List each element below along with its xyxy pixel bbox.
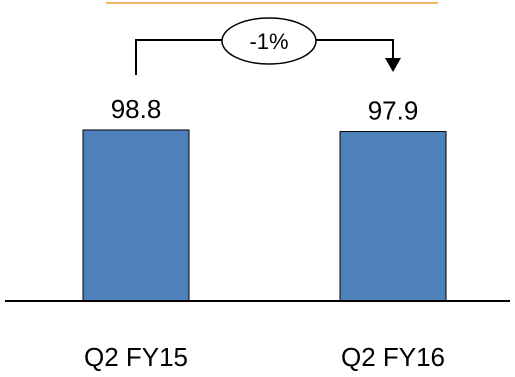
bar-value-label: 98.8 [111, 94, 162, 124]
change-percent-label: -1% [249, 29, 288, 54]
change-arrowhead [385, 58, 401, 72]
category-label: Q2 FY16 [341, 342, 445, 372]
labels-layer: 98.8 Q2 FY15 97.9 Q2 FY16 [84, 94, 445, 372]
category-label: Q2 FY15 [84, 342, 188, 372]
change-annotation: -1% [135, 17, 401, 75]
bar-q2-fy16 [339, 131, 447, 302]
bar-value-label: 97.9 [368, 96, 419, 126]
change-bubble [221, 17, 317, 65]
bars-layer [82, 129, 447, 302]
bar-q2-fy15 [82, 129, 190, 302]
